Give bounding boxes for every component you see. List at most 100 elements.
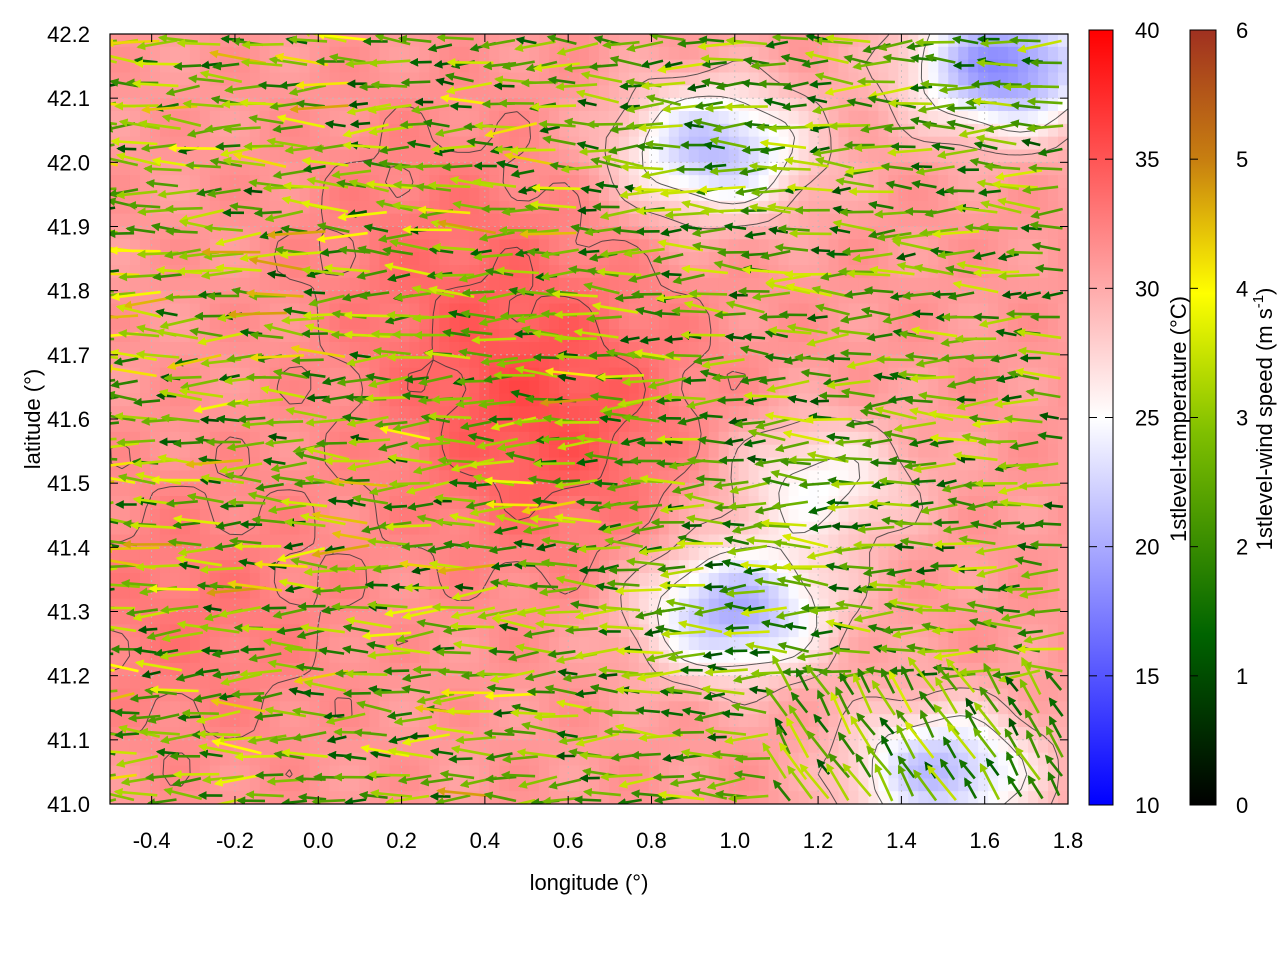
heatmap-cell — [379, 611, 391, 625]
heatmap-cell — [110, 175, 121, 189]
heatmap-cell — [838, 508, 850, 523]
heatmap-cell — [319, 226, 331, 240]
heatmap-cell — [848, 483, 860, 497]
heatmap-cell — [329, 791, 341, 804]
heatmap-cell — [379, 508, 391, 523]
heatmap-cell — [589, 111, 600, 125]
heatmap-cell — [608, 303, 620, 317]
heatmap-cell — [279, 778, 291, 792]
heatmap-cell — [469, 611, 480, 625]
heatmap-cell — [349, 342, 361, 356]
heatmap-cell — [898, 483, 909, 497]
heatmap-cell — [918, 290, 929, 305]
heatmap-cell — [648, 200, 660, 215]
heatmap-cell — [179, 72, 191, 86]
heatmap-cell — [439, 765, 450, 779]
heatmap-cell — [339, 778, 351, 792]
heatmap-cell — [159, 277, 171, 292]
heatmap-cell — [509, 188, 520, 202]
heatmap-cell — [409, 149, 420, 163]
heatmap-cell — [589, 739, 600, 754]
heatmap-cell — [249, 265, 261, 279]
heatmap-cell — [668, 188, 680, 202]
heatmap-cell — [678, 72, 690, 86]
heatmap-cell — [738, 59, 750, 74]
heatmap-cell — [828, 213, 840, 228]
heatmap-cell — [409, 342, 420, 356]
heatmap-cell — [818, 188, 830, 202]
heatmap-cell — [798, 252, 810, 266]
heatmap-cell — [678, 123, 690, 138]
heatmap-cell — [409, 585, 420, 600]
heatmap-cell — [678, 508, 690, 523]
heatmap-cell — [299, 444, 311, 459]
heatmap-cell — [638, 188, 650, 202]
heatmap-cell — [668, 252, 680, 266]
heatmap-cell — [389, 123, 400, 138]
heatmap-cell — [339, 188, 351, 202]
heatmap-cell — [239, 367, 251, 382]
heatmap-cell — [818, 675, 830, 690]
heatmap-cell — [419, 483, 430, 497]
heatmap-cell — [169, 72, 181, 86]
heatmap-cell — [728, 226, 740, 240]
heatmap-cell — [299, 46, 311, 61]
heatmap-cell — [668, 354, 680, 369]
heatmap-cell — [239, 380, 251, 394]
heatmap-cell — [658, 778, 670, 792]
heatmap-cell — [509, 585, 520, 600]
heatmap-cell — [678, 675, 690, 690]
heatmap-cell — [279, 123, 291, 138]
heatmap-cell — [169, 136, 181, 151]
heatmap-cell — [569, 765, 580, 779]
heatmap-cell — [569, 547, 580, 561]
heatmap-cell — [179, 406, 191, 420]
heatmap-cell — [269, 765, 281, 779]
heatmap-cell — [349, 72, 361, 86]
heatmap-cell — [618, 136, 630, 151]
heatmap-cell — [439, 111, 450, 125]
heatmap-cell — [159, 662, 171, 677]
heatmap-cell — [708, 188, 720, 202]
heatmap-cell — [618, 316, 630, 330]
heatmap-cell — [798, 521, 810, 536]
heatmap-cell — [888, 213, 899, 228]
heatmap-cell — [139, 650, 151, 664]
heatmap-cell — [469, 59, 480, 74]
heatmap-cell — [519, 585, 530, 600]
heatmap-cell — [658, 136, 670, 151]
heatmap-cell — [429, 444, 440, 459]
heatmap-cell — [608, 637, 620, 651]
heatmap-cell — [678, 585, 690, 600]
heatmap-cell — [179, 85, 191, 99]
heatmap-cell — [808, 111, 820, 125]
heatmap-cell — [499, 650, 510, 664]
heatmap-cell — [129, 329, 141, 343]
heatmap-cell — [888, 611, 899, 625]
heatmap-cell — [169, 598, 181, 613]
heatmap-cell — [469, 188, 480, 202]
heatmap-cell — [389, 380, 400, 394]
heatmap-cell — [499, 252, 510, 266]
heatmap-cell — [878, 419, 889, 433]
heatmap-cell — [878, 765, 889, 779]
heatmap-cell — [409, 752, 420, 767]
heatmap-cell — [319, 380, 331, 394]
heatmap-cell — [219, 406, 231, 420]
heatmap-cell — [848, 149, 860, 163]
heatmap-cell — [748, 457, 760, 471]
heatmap-cell — [319, 354, 331, 369]
heatmap-cell — [329, 277, 341, 292]
heatmap-cell — [359, 406, 371, 420]
heatmap-cell — [299, 637, 311, 651]
heatmap-cell — [409, 367, 420, 382]
heatmap-cell — [808, 419, 820, 433]
heatmap-cell — [598, 98, 610, 112]
heatmap-cell — [608, 419, 620, 433]
heatmap-cell — [259, 34, 271, 48]
heatmap-cell — [838, 123, 850, 138]
heatmap-cell — [658, 714, 670, 728]
heatmap-cell — [259, 791, 271, 804]
heatmap-cell — [648, 34, 660, 48]
heatmap-cell — [808, 701, 820, 715]
